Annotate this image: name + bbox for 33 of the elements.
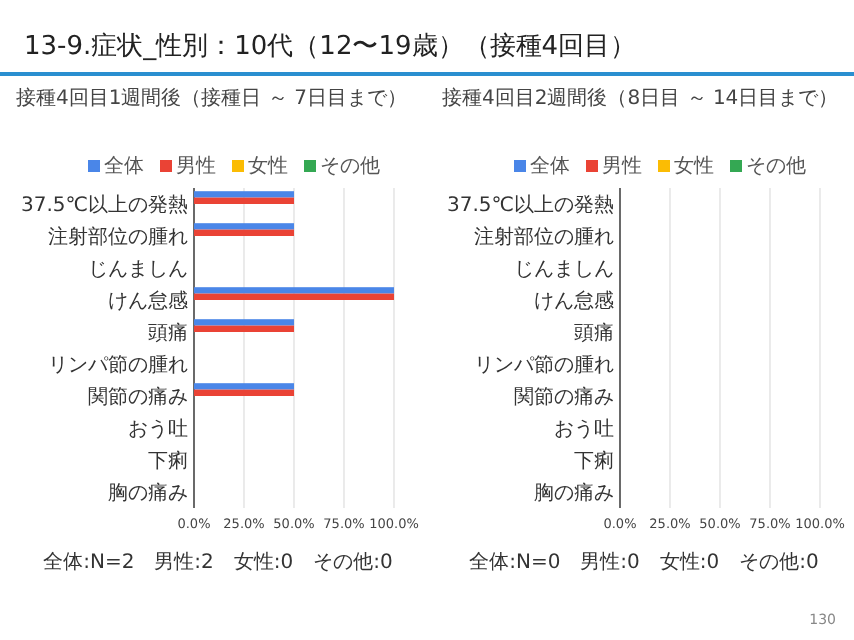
legend-label: 全体 (104, 154, 144, 178)
legend-label: 男性 (176, 154, 216, 178)
chart-subtitle: 接種4回目1週間後（接種日 ～ 7日目まで） (16, 86, 407, 110)
y-tick-label: おう吐 (128, 417, 188, 441)
legend-label: 全体 (530, 154, 570, 178)
y-tick-label: 下痢 (148, 449, 188, 473)
y-tick-label: 37.5℃以上の発熱 (447, 193, 614, 217)
y-tick-label: 胸の痛み (108, 481, 188, 505)
legend-label: 男性 (602, 154, 642, 178)
y-tick-label: 下痢 (574, 449, 614, 473)
y-tick-label: 関節の痛み (88, 385, 188, 409)
legend-label: その他 (320, 154, 380, 178)
y-tick-label: けん怠感 (534, 289, 614, 313)
y-tick-label: 注射部位の腫れ (474, 225, 614, 249)
y-tick-label: 関節の痛み (514, 385, 614, 409)
chart-title: 13-9.症状_性別：10代（12〜19歳）（接種4回目） (24, 32, 637, 62)
y-tick-label: リンパ節の腫れ (48, 353, 188, 377)
y-tick-label: 注射部位の腫れ (48, 225, 188, 249)
y-tick-label: リンパ節の腫れ (474, 353, 614, 377)
y-tick-label: じんましん (514, 259, 614, 281)
chart-subtitle: 接種4回目2週間後（8日目 ～ 14日目まで） (442, 86, 839, 110)
y-tick-label: けん怠感 (108, 289, 188, 313)
y-tick-label: 頭痛 (574, 321, 614, 345)
y-tick-label: 37.5℃以上の発熱 (21, 193, 188, 217)
legend-label: その他 (746, 154, 806, 178)
text: 全体:N=2 男性:2 女性:0 その他:0 (43, 550, 393, 574)
legend-label: 女性 (674, 154, 714, 178)
y-tick-label: 頭痛 (148, 321, 188, 345)
y-tick-label: じんましん (88, 259, 188, 281)
legend-label: 女性 (248, 154, 288, 178)
y-tick-label: 胸の痛み (534, 481, 614, 505)
text: 全体:N=0 男性:0 女性:0 その他:0 (469, 550, 819, 574)
y-tick-label: おう吐 (554, 417, 614, 441)
